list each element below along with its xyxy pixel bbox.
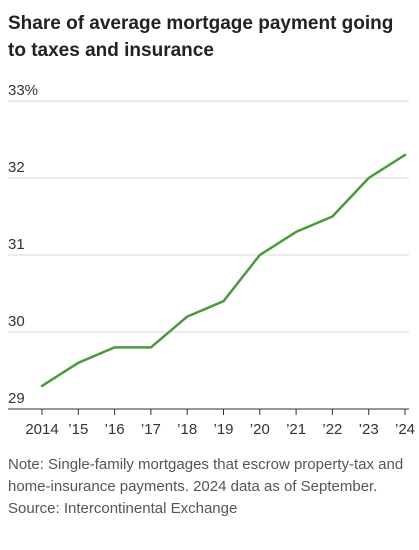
chart-source: Source: Intercontinental Exchange (8, 500, 238, 517)
x-tick-label: ’17 (141, 421, 161, 438)
y-tick-label: 30 (8, 313, 25, 330)
chart-title: Share of average mortgage payment going … (8, 13, 394, 61)
series-line (40, 153, 407, 388)
x-tick-label: ’16 (105, 421, 125, 438)
y-tick-label: 31 (8, 236, 25, 253)
y-tick-labels: 29 30 31 32 33% (8, 82, 38, 407)
gridlines (8, 100, 409, 333)
x-axis: 2014 ’15 ’16 ’17 ’18 ’19 ’20 ’21 ’22 ’23 ’24 (8, 408, 415, 438)
y-tick-label: 29 (8, 390, 25, 407)
x-tick-label: ’15 (68, 421, 88, 438)
x-tick-label: ’20 (250, 421, 270, 438)
x-tick-label: ’18 (177, 421, 197, 438)
series-lines (40, 153, 407, 388)
y-tick-label: 33% (8, 82, 38, 99)
x-tick-label: ’23 (359, 421, 379, 438)
x-tick-label: ’24 (395, 421, 415, 438)
chart-note: Note: Single-family mortgages that escro… (8, 456, 404, 495)
x-tick-label: ’22 (322, 421, 342, 438)
x-tick-label: ’21 (286, 421, 306, 438)
x-tick-label: 2014 (25, 421, 58, 438)
chart-footer: Note: Single-family mortgages that escro… (8, 454, 413, 520)
y-tick-label: 32 (8, 159, 25, 176)
line-chart: 29 30 31 32 33% 2014 ’15 ’16 ’17 ’18 ’19 ’20 ’21 ’22… (8, 82, 415, 438)
x-tick-label: ’19 (213, 421, 233, 438)
